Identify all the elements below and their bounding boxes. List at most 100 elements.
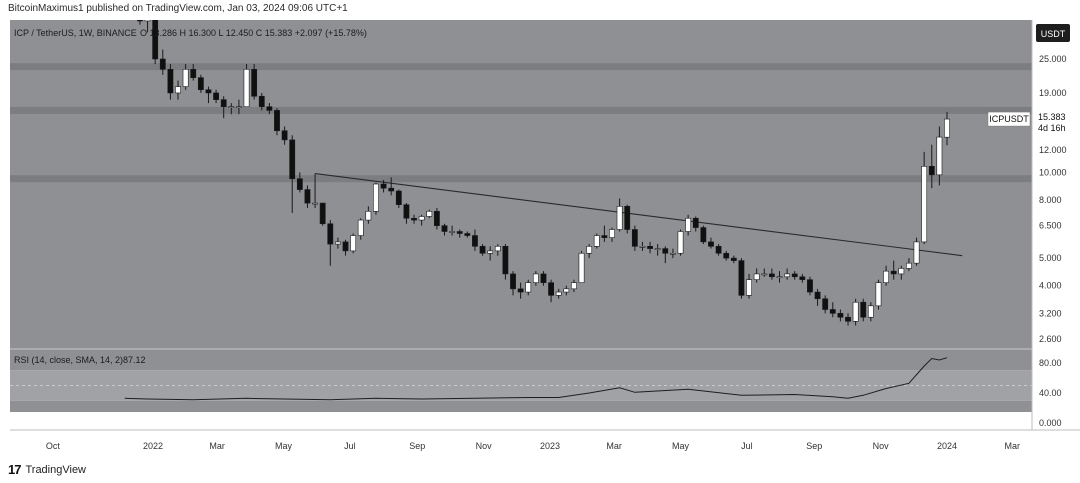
candle[interactable] <box>593 233 600 249</box>
candle[interactable] <box>829 302 836 318</box>
candle[interactable] <box>822 295 829 314</box>
candle[interactable] <box>685 214 692 236</box>
candle[interactable] <box>266 103 273 115</box>
candle[interactable] <box>182 64 189 90</box>
candle[interactable] <box>609 227 615 242</box>
candle[interactable] <box>898 265 905 280</box>
candle[interactable] <box>441 223 448 236</box>
candle[interactable] <box>122 0 127 1</box>
candle[interactable] <box>662 246 669 264</box>
candle[interactable] <box>243 64 250 108</box>
candle[interactable] <box>403 203 410 224</box>
candle[interactable] <box>510 271 516 296</box>
candle[interactable] <box>845 313 851 326</box>
candle[interactable] <box>327 220 334 266</box>
candle[interactable] <box>624 204 631 234</box>
candle[interactable] <box>555 288 562 299</box>
candle[interactable] <box>890 260 897 280</box>
candle[interactable] <box>464 231 471 238</box>
candle[interactable] <box>388 177 395 196</box>
candle[interactable] <box>730 255 737 264</box>
candle[interactable] <box>670 248 676 259</box>
candle[interactable] <box>867 302 874 322</box>
candle[interactable] <box>137 0 143 25</box>
candle[interactable] <box>784 268 791 280</box>
candle[interactable] <box>342 239 349 256</box>
candle[interactable] <box>251 64 258 100</box>
candle[interactable] <box>197 74 204 93</box>
candle[interactable] <box>472 229 478 251</box>
candle[interactable] <box>487 246 494 261</box>
candle[interactable] <box>380 180 387 193</box>
candle[interactable] <box>647 241 653 254</box>
candle[interactable] <box>228 103 235 115</box>
candle[interactable] <box>639 241 646 251</box>
candle[interactable] <box>875 279 882 310</box>
candle[interactable] <box>654 244 661 256</box>
candle[interactable] <box>274 108 280 136</box>
candle[interactable] <box>418 214 425 226</box>
candle[interactable] <box>944 111 950 146</box>
candle[interactable] <box>373 182 379 215</box>
candle[interactable] <box>205 86 212 104</box>
candle[interactable] <box>852 298 859 326</box>
candle[interactable] <box>479 244 486 256</box>
candle[interactable] <box>152 7 159 65</box>
candle[interactable] <box>167 64 174 100</box>
candle[interactable] <box>304 185 311 208</box>
candle[interactable] <box>190 64 197 81</box>
candle[interactable] <box>601 225 608 242</box>
candle[interactable] <box>175 80 181 100</box>
candle[interactable] <box>616 198 623 232</box>
candle[interactable] <box>494 244 501 256</box>
candle[interactable] <box>913 237 920 266</box>
candle[interactable] <box>814 288 821 306</box>
candle[interactable] <box>236 99 242 115</box>
candle[interactable] <box>700 225 707 245</box>
candle[interactable] <box>677 229 684 256</box>
candle[interactable] <box>883 265 889 286</box>
candle[interactable] <box>837 309 844 322</box>
candle[interactable] <box>130 0 135 14</box>
candle[interactable] <box>456 229 463 238</box>
candle[interactable] <box>578 250 585 283</box>
candle[interactable] <box>761 268 768 277</box>
candle[interactable] <box>586 244 593 259</box>
candle[interactable] <box>746 273 752 299</box>
candle[interactable] <box>433 207 440 230</box>
candle[interactable] <box>571 279 577 293</box>
candle[interactable] <box>860 298 867 322</box>
candle[interactable] <box>159 49 166 75</box>
candle[interactable] <box>921 151 928 245</box>
candle[interactable] <box>936 126 943 186</box>
descending-trendline[interactable] <box>314 173 963 257</box>
candle[interactable] <box>289 135 296 213</box>
currency-badge[interactable]: USDT <box>1036 24 1070 42</box>
candle[interactable] <box>281 126 288 145</box>
candle[interactable] <box>502 244 509 280</box>
candle[interactable] <box>144 7 151 33</box>
candle[interactable] <box>776 271 783 283</box>
candle[interactable] <box>220 96 227 119</box>
candle[interactable] <box>517 282 524 299</box>
candle[interactable] <box>928 144 935 189</box>
candle[interactable] <box>723 250 730 261</box>
candle[interactable] <box>715 244 722 256</box>
candle[interactable] <box>525 279 532 296</box>
candle[interactable] <box>213 89 219 104</box>
candle[interactable] <box>563 285 570 296</box>
candle[interactable] <box>807 276 813 296</box>
candle[interactable] <box>258 92 265 111</box>
candle[interactable] <box>799 273 806 283</box>
candle[interactable] <box>708 237 714 249</box>
candle[interactable] <box>753 268 760 283</box>
candle[interactable] <box>540 271 547 286</box>
candle[interactable] <box>296 172 303 193</box>
rsi-line[interactable] <box>124 357 948 401</box>
candle[interactable] <box>631 225 638 251</box>
candle[interactable] <box>738 258 745 299</box>
candle[interactable] <box>768 268 775 280</box>
candle[interactable] <box>906 258 912 272</box>
candle[interactable] <box>365 206 372 224</box>
